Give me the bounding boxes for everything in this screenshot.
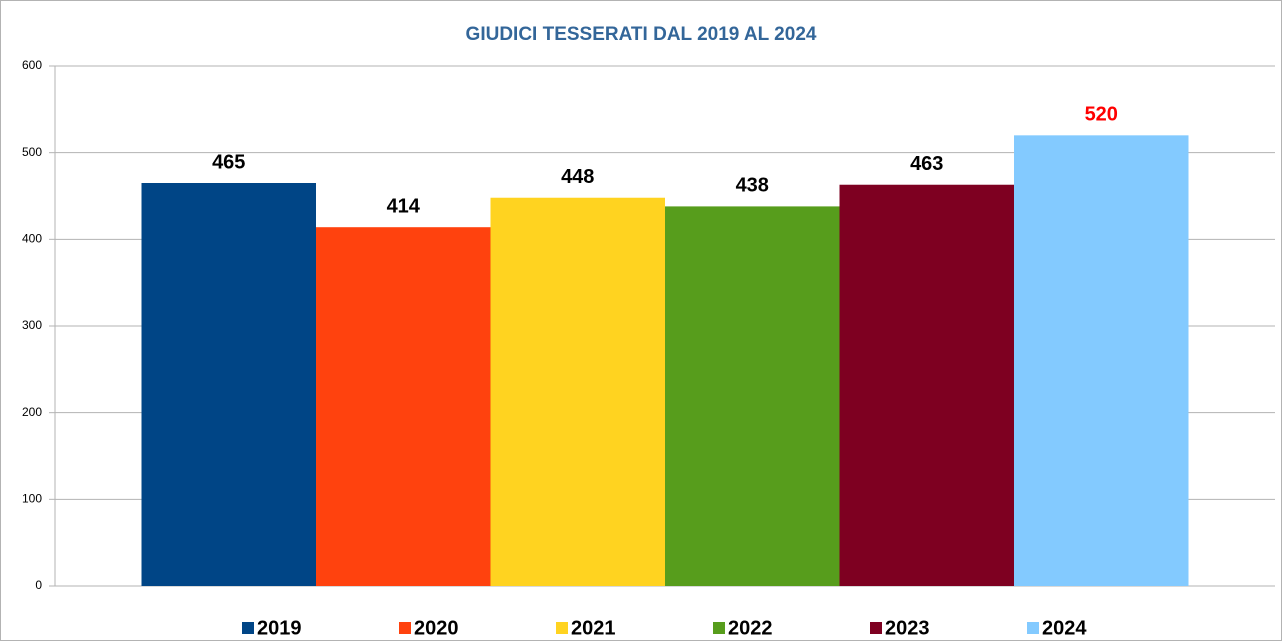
y-tick-label: 400 — [22, 232, 42, 246]
legend-label: 2024 — [1042, 617, 1087, 639]
value-label: 465 — [212, 151, 245, 173]
legend-label: 2020 — [414, 617, 459, 639]
legend-swatch — [399, 622, 411, 634]
value-label: 520 — [1085, 104, 1118, 126]
bar — [316, 227, 491, 586]
y-tick-label: 600 — [22, 58, 42, 72]
legend-swatch — [713, 622, 725, 634]
legend-label: 2022 — [728, 617, 773, 639]
legend-label: 2019 — [257, 617, 302, 639]
bar — [490, 197, 665, 586]
y-tick-label: 200 — [22, 405, 42, 419]
bar — [665, 206, 840, 586]
value-label: 414 — [387, 195, 421, 217]
bar — [839, 184, 1014, 586]
y-tick-label: 0 — [35, 578, 42, 592]
value-label: 438 — [736, 175, 769, 197]
value-label: 463 — [910, 153, 943, 175]
bar — [1014, 135, 1189, 587]
legend-swatch — [556, 622, 568, 634]
legend-label: 2023 — [885, 617, 930, 639]
value-label: 448 — [561, 166, 594, 188]
y-tick-label: 100 — [22, 492, 42, 506]
legend-swatch — [1027, 622, 1039, 634]
legend-label: 2021 — [571, 617, 616, 639]
chart-title: GIUDICI TESSERATI DAL 2019 AL 2024 — [466, 24, 817, 45]
y-tick-label: 300 — [22, 318, 42, 332]
bar — [141, 183, 316, 586]
y-tick-label: 500 — [22, 145, 42, 159]
legend-swatch — [870, 622, 882, 634]
legend-swatch — [242, 622, 254, 634]
